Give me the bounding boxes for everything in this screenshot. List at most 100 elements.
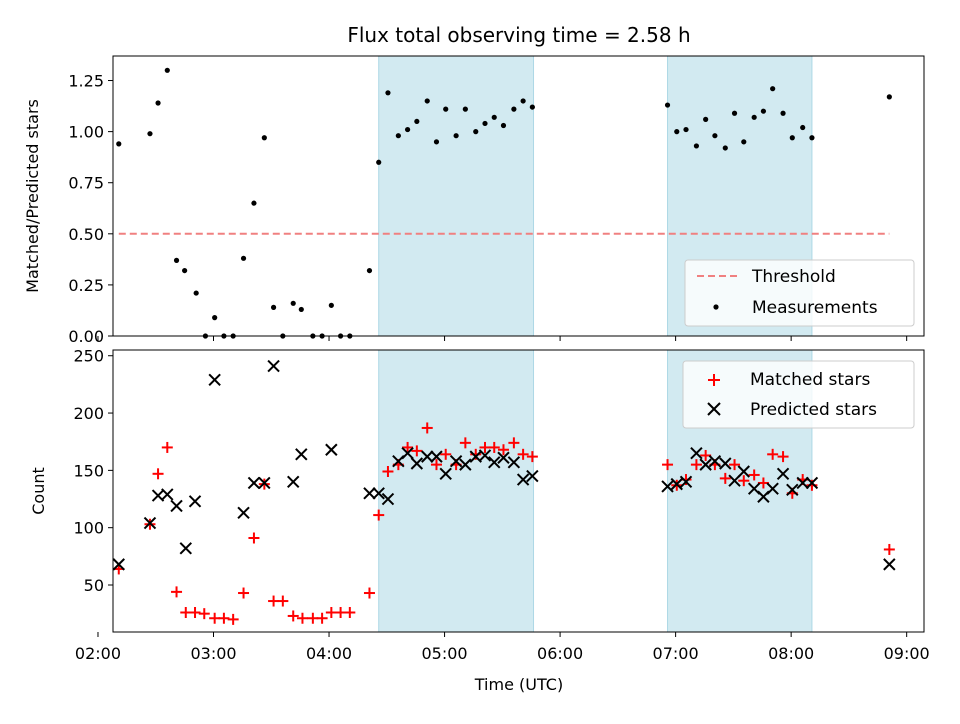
predicted-star-marker (661, 480, 674, 493)
measurement-point (693, 143, 700, 149)
measurement-point (251, 200, 257, 206)
measurement-point (482, 120, 488, 127)
matched-star-marker (402, 441, 414, 453)
predicted-star-marker (526, 469, 539, 483)
predicted-star-marker (690, 446, 703, 460)
matched-star-marker (662, 459, 674, 471)
predicted-star-marker (247, 476, 261, 490)
matched-star-marker (459, 437, 471, 449)
matched-star-marker (161, 441, 173, 453)
measurement-point (520, 98, 526, 104)
count-y-tick-label: 50 (84, 576, 104, 595)
measurement-point (462, 106, 468, 112)
ratio-shaded-span (378, 55, 535, 337)
matched-star-marker (748, 469, 760, 481)
x-tick-label: 04:00 (306, 644, 352, 663)
measurement-point (703, 116, 709, 122)
predicted-star-marker (372, 487, 385, 500)
measurement-point (414, 118, 420, 125)
x-tick-label: 06:00 (537, 644, 583, 663)
measurement-point (116, 141, 122, 147)
predicted-star-marker (287, 475, 300, 489)
measurement-point (404, 126, 411, 133)
measurement-point (270, 304, 277, 310)
count-legend: Matched stars Predicted stars (682, 360, 915, 429)
matched-star-marker (479, 441, 491, 453)
matched-star-marker (316, 612, 328, 624)
ratio-plot-frame (112, 55, 925, 337)
matched-star-marker (152, 468, 164, 480)
matched-star-marker (189, 607, 201, 619)
count-panel: 50 100 150 200 250 02:00 03:00 04:00 05:00 06:00… (29, 347, 930, 694)
matched-star-marker (335, 607, 347, 619)
matched-star-marker (363, 587, 375, 599)
count-y-tick-label: 150 (73, 461, 104, 480)
measurement-point (674, 129, 680, 135)
measurement-point (147, 131, 153, 137)
matched-stars-series (113, 422, 895, 625)
measurement-point (751, 114, 757, 120)
x-axis-label: Time (UTC) (474, 675, 563, 694)
matched-star-marker (198, 608, 210, 620)
predicted-star-marker (237, 506, 250, 519)
predicted-star-marker (381, 492, 395, 506)
matched-star-marker (209, 612, 221, 624)
threshold-legend-label: Threshold (751, 267, 836, 287)
matched-star-marker (287, 610, 299, 622)
ratio-y-tick-label: 0.25 (68, 276, 104, 295)
matched-star-marker (729, 459, 741, 471)
measurement-point (182, 267, 188, 274)
predicted-star-marker (401, 446, 414, 460)
predicted-legend-swatch (707, 402, 721, 416)
ratio-panel: 0.00 0.25 0.50 0.75 1.00 1.25 Matched/Predict… (23, 55, 925, 346)
predicted-star-marker (766, 482, 779, 495)
matched-star-marker (218, 612, 230, 624)
ratio-y-tick-label: 1.00 (68, 123, 104, 142)
predicted-star-marker (670, 477, 683, 491)
matched-legend-label: Matched stars (750, 370, 870, 390)
predicted-star-marker (679, 475, 693, 489)
measurement-point (809, 135, 815, 141)
count-y-tick-label: 250 (73, 347, 104, 366)
matched-star-marker (171, 586, 183, 598)
measurement-point (886, 94, 892, 100)
measurements-legend-swatch (713, 304, 719, 310)
matched-star-marker (268, 595, 280, 607)
predicted-stars-series (112, 359, 896, 571)
measurement-point (385, 90, 391, 96)
matched-star-marker (411, 445, 423, 457)
predicted-star-marker (805, 476, 819, 490)
count-shaded-span (378, 349, 535, 633)
predicted-star-marker (728, 474, 741, 487)
x-tick-label: 08:00 (768, 644, 814, 663)
measurement-point (664, 102, 671, 108)
x-tick-label: 07:00 (653, 644, 699, 663)
measurement-point (328, 302, 334, 308)
predicted-star-marker (325, 443, 338, 456)
x-tick-label: 02:00 (75, 644, 121, 663)
matched-star-marker (325, 607, 337, 619)
count-legend-box (682, 360, 915, 429)
measurements-legend-label: Measurements (752, 298, 878, 318)
measurements-series (116, 67, 892, 339)
predicted-star-marker (719, 457, 732, 470)
measurement-point (424, 98, 430, 104)
predicted-star-marker (179, 542, 192, 555)
ratio-y-tick-label: 0.50 (68, 225, 104, 244)
predicted-star-marker (478, 449, 492, 462)
measurement-point (529, 104, 535, 110)
ratio-legend-box (684, 259, 915, 327)
matched-star-marker (517, 448, 529, 460)
ratio-x-ticks (97, 336, 908, 341)
measurement-point (212, 315, 218, 321)
measurement-point (780, 110, 786, 116)
predicted-star-marker (363, 487, 376, 500)
count-y-tick-label: 100 (73, 519, 104, 538)
measurement-point (443, 106, 449, 112)
count-x-ticks: 02:00 03:00 04:00 05:00 06:00 07:00 08:00 09:00 (75, 632, 930, 663)
measurement-point (800, 124, 806, 131)
ratio-y-ticks: 0.00 0.25 0.50 0.75 1.00 1.25 (68, 72, 113, 346)
measurement-point (712, 133, 718, 139)
measurement-point (473, 129, 479, 135)
